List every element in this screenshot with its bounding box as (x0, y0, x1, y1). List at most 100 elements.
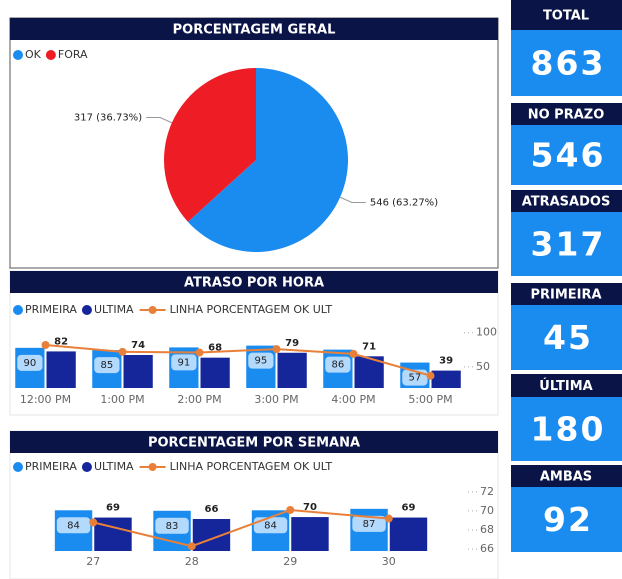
kpi-value: 92 (543, 500, 593, 539)
data-label: 66 (205, 504, 219, 515)
x-tick-label: 12:00 PM (20, 393, 71, 406)
data-label: 86 (332, 360, 345, 371)
y2-tick-label: 50 (476, 360, 490, 373)
line-point (118, 347, 127, 356)
x-tick-label: 4:00 PM (331, 393, 375, 406)
legend-dot (148, 463, 157, 471)
bar (123, 354, 153, 388)
panel (9, 430, 499, 579)
label-box (17, 354, 43, 371)
bar (291, 517, 329, 551)
kpi-label: PRIMEIRA (530, 288, 601, 303)
kpi-body (511, 397, 622, 461)
data-label: 39 (439, 356, 453, 367)
label-box (56, 517, 91, 534)
panel (9, 270, 499, 416)
x-tick-label: 28 (185, 555, 199, 568)
pie-slice (164, 68, 256, 222)
line-point (349, 349, 358, 358)
line-point (41, 341, 50, 350)
legend-dot (13, 462, 23, 472)
legend-label: PRIMEIRA (25, 303, 77, 316)
data-label: 84 (264, 520, 277, 531)
leader-line (146, 117, 173, 124)
data-label: 82 (54, 336, 68, 347)
label-box (94, 357, 120, 374)
data-label: 84 (67, 520, 80, 531)
kpi-value: 180 (531, 410, 606, 449)
kpi-header (511, 374, 622, 397)
kpi-header (511, 465, 622, 487)
leader-line (339, 196, 366, 203)
data-label: 87 (363, 519, 376, 530)
kpi-header (511, 283, 622, 305)
data-label: 70 (303, 502, 317, 513)
legend-label: ULTIMA (94, 303, 134, 316)
kpi-label: NO PRAZO (528, 108, 605, 123)
legend-label: LINHA PORCENTAGEM OK ULT (170, 460, 333, 473)
legend-dot (13, 50, 23, 60)
line-point (286, 505, 295, 514)
legend-dot (81, 305, 92, 315)
panel-header (10, 271, 498, 293)
x-tick-label: 2:00 PM (177, 393, 221, 406)
x-tick-label: 27 (86, 555, 100, 568)
data-label: 57 (409, 373, 422, 384)
legend-label: LINHA PORCENTAGEM OK ULT (170, 303, 333, 316)
x-tick-label: 1:00 PM (100, 393, 144, 406)
chart-title: PORCENTAGEM GERAL (173, 23, 336, 38)
label-box (155, 517, 189, 534)
data-label: 69 (106, 503, 120, 514)
bar (431, 370, 461, 388)
line-point (384, 514, 393, 523)
chart-title: PORCENTAGEM POR SEMANA (148, 436, 360, 451)
line-point (89, 518, 98, 527)
panel-header (10, 431, 498, 453)
data-label: 68 (208, 343, 222, 354)
legend-dot (81, 462, 92, 472)
chart-title: ATRASO POR HORA (184, 276, 324, 291)
data-label: 83 (166, 521, 179, 532)
legend-dot (148, 306, 157, 314)
kpi-body (511, 30, 622, 96)
legend-dot (45, 50, 56, 60)
kpi-value: 45 (543, 318, 593, 357)
data-label: 95 (255, 356, 268, 367)
kpi-header (511, 0, 622, 30)
bar (277, 352, 307, 388)
bar (46, 351, 76, 388)
line-point (272, 345, 281, 354)
data-label: 546 (63.27%) (370, 197, 438, 208)
legend-label: OK (25, 48, 42, 61)
line-point (187, 542, 196, 551)
data-label: 74 (131, 340, 145, 351)
line-point (195, 348, 204, 357)
data-label: 71 (362, 341, 376, 352)
kpi-header (511, 103, 622, 125)
bar (389, 517, 428, 551)
kpi-value: 546 (531, 136, 606, 175)
x-tick-label: 30 (382, 555, 396, 568)
kpi-body (511, 125, 622, 185)
pie-slice (187, 68, 349, 253)
x-tick-label: 5:00 PM (408, 393, 452, 406)
data-label: 317 (36.73%) (74, 113, 142, 124)
data-label: 79 (285, 338, 299, 349)
bar (200, 357, 230, 388)
x-tick-label: 29 (283, 555, 297, 568)
line-series (45, 344, 431, 377)
y2-tick-label: 70 (480, 504, 494, 517)
y2-tick-label: 66 (480, 542, 494, 555)
panel-header (10, 18, 498, 40)
legend-label: FORA (58, 48, 88, 61)
y2-tick-label: 100 (476, 326, 497, 339)
line-point (426, 371, 435, 380)
kpi-label: ÚLTIMA (539, 378, 592, 394)
label-box (352, 515, 386, 532)
kpi-header (511, 190, 622, 212)
y2-tick-label: 72 (480, 485, 494, 498)
label-box (325, 356, 351, 373)
kpi-label: AMBAS (540, 470, 592, 485)
kpi-value: 863 (531, 44, 606, 83)
data-label: 85 (101, 360, 114, 371)
